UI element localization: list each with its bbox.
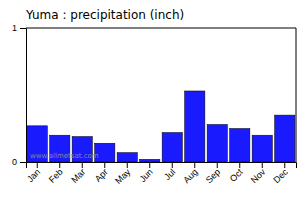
tick: Jul	[162, 162, 177, 182]
frame-line	[26, 28, 296, 29]
bar	[140, 159, 160, 162]
tick-label: Nov	[249, 166, 268, 185]
bar	[117, 153, 137, 162]
tick: Feb	[47, 162, 65, 185]
plot-area: 01JanFebMarAprMayJunJulAugSepOctNovDecww…	[12, 23, 297, 186]
tick-mark	[20, 28, 26, 29]
tick: Jun	[137, 162, 154, 184]
tick: Aug	[181, 162, 199, 185]
watermark: www.allmetsat.com	[30, 152, 99, 160]
tick-mark	[217, 162, 218, 168]
bar	[230, 129, 250, 163]
title: Yuma : precipitation (inch)	[25, 8, 184, 22]
axis-line	[20, 29, 27, 163]
tick-mark	[127, 162, 128, 168]
tick-label: May	[113, 166, 132, 185]
tick-label: Feb	[47, 167, 65, 185]
tick: Nov	[249, 162, 268, 185]
tick: 0	[12, 157, 26, 167]
tick-label: Apr	[93, 167, 110, 184]
bar	[162, 133, 182, 162]
chart-container: 01JanFebMarAprMayJunJulAugSepOctNovDecww…	[0, 0, 306, 200]
tick-label: Dec	[271, 166, 290, 185]
axis-line	[27, 163, 297, 169]
bar	[275, 115, 295, 162]
tick-mark	[59, 162, 60, 168]
tick-mark	[284, 162, 285, 168]
tick: 1	[12, 23, 26, 33]
tick-label: Aug	[181, 167, 199, 185]
tick-mark	[37, 162, 38, 168]
tick-label: Sep	[204, 167, 222, 185]
tick-label: 1	[12, 23, 17, 33]
frame-line	[296, 28, 297, 162]
x-axis: Jan FebMar AprMay Jun Jul Aug Sep OctNovDec	[25, 162, 297, 186]
tick-label: Oct	[228, 166, 245, 183]
bars	[27, 91, 295, 162]
tick-mark	[262, 162, 263, 168]
tick: Apr	[93, 162, 110, 184]
tick: Dec	[271, 162, 290, 185]
tick-label: Jul	[162, 167, 177, 182]
tick-mark	[20, 162, 26, 163]
chart-svg: 01JanFebMarAprMayJunJulAugSepOctNovDecww…	[0, 0, 306, 200]
tick: Mar	[69, 162, 87, 185]
bar	[252, 135, 272, 162]
tick-mark	[82, 162, 83, 168]
y-axis: 01	[12, 23, 27, 167]
tick: Sep	[204, 162, 222, 185]
tick-label: Jan	[25, 167, 42, 184]
tick-mark	[104, 162, 105, 168]
tick-label: Mar	[69, 167, 87, 185]
tick: Jan	[25, 162, 42, 184]
tick: May	[113, 162, 132, 186]
tick-label: Jun	[137, 167, 154, 184]
tick-mark	[149, 162, 150, 168]
bar	[185, 91, 205, 162]
tick: Oct	[228, 162, 245, 184]
tick-mark	[194, 162, 195, 168]
tick-label: 0	[12, 157, 17, 167]
bar	[207, 124, 227, 162]
tick-mark	[239, 162, 240, 168]
tick-mark	[172, 162, 173, 168]
